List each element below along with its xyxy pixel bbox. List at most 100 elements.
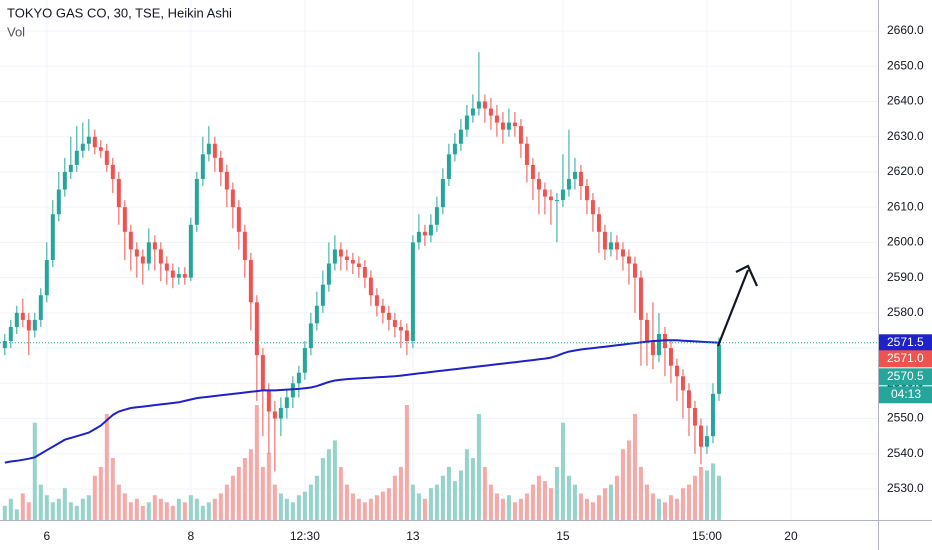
candle-body	[398, 326, 403, 331]
candle-body	[182, 274, 187, 278]
x-tick-label: 20	[784, 529, 798, 543]
candle-body	[602, 231, 607, 250]
volume-bar	[224, 484, 229, 520]
volume-bar	[380, 491, 385, 520]
candle-body	[8, 326, 13, 342]
volume-bar	[50, 502, 55, 520]
y-tick-label: 2580.0	[887, 305, 924, 319]
volume-bar	[572, 484, 577, 520]
candle-body	[476, 101, 481, 109]
volume-bar	[278, 493, 283, 520]
price-tag-label: 2571.5	[887, 335, 924, 349]
volume-bar	[68, 502, 73, 520]
candle-body	[392, 319, 397, 327]
volume-bar	[266, 452, 271, 520]
volume-bar	[194, 498, 199, 520]
candle-body	[422, 231, 427, 236]
candle-body	[44, 260, 49, 296]
candle-body	[248, 260, 253, 303]
candle-body	[560, 189, 565, 201]
candle-body	[338, 249, 343, 257]
candle-body	[110, 164, 115, 179]
volume-bar	[440, 475, 445, 520]
volume-bar	[398, 466, 403, 520]
volume-bar	[698, 466, 703, 520]
candle-body	[512, 122, 517, 127]
x-tick-label: 13	[406, 529, 420, 543]
volume-bar	[500, 498, 505, 520]
volume-bar	[218, 493, 223, 520]
volume-bar	[434, 484, 439, 520]
candle-body	[98, 147, 103, 151]
volume-bar	[170, 505, 175, 520]
candle-body	[38, 295, 43, 320]
y-tick-label: 2660.0	[887, 23, 924, 37]
volume-bar	[668, 495, 673, 520]
candle-body	[92, 136, 97, 148]
candle-body	[242, 231, 247, 260]
candle-body	[140, 256, 145, 264]
candle-body	[674, 365, 679, 377]
candle-body	[374, 295, 379, 306]
y-tick-label: 2640.0	[887, 94, 924, 108]
candle-body	[146, 242, 151, 264]
volume-bar	[356, 498, 361, 520]
volume-bar	[92, 475, 97, 520]
volume-bar	[548, 488, 553, 520]
volume-bar	[404, 405, 409, 520]
y-tick-label: 2550.0	[887, 411, 924, 425]
candle-body	[710, 393, 715, 437]
candle-body	[644, 319, 649, 342]
candle-body	[164, 263, 169, 271]
volume-bar	[386, 488, 391, 520]
price-tag	[879, 334, 932, 352]
candle-body	[704, 436, 709, 447]
price-tag-label: 2570.5	[887, 369, 924, 383]
volume-bar	[410, 484, 415, 520]
price-tag	[879, 350, 932, 368]
volume-bar	[80, 498, 85, 520]
volume-bar	[26, 502, 31, 520]
volume-bar	[590, 502, 595, 520]
candle-body	[308, 323, 313, 349]
volume-bar	[362, 502, 367, 520]
candle-body	[62, 171, 67, 190]
volume-bar	[140, 505, 145, 520]
candle-body	[500, 122, 505, 130]
countdown-label: 04:13	[891, 387, 921, 401]
candle-body	[350, 260, 355, 264]
volume-bar	[494, 493, 499, 520]
volume-bar	[32, 422, 37, 520]
candle-body	[716, 344, 721, 394]
volume-bar	[308, 484, 313, 520]
volume-bar	[344, 484, 349, 520]
volume-bar	[644, 484, 649, 520]
volume-bar	[704, 470, 709, 520]
volume-bar	[314, 475, 319, 520]
candle-body	[20, 312, 25, 320]
candle-body	[590, 200, 595, 215]
candle-body	[362, 267, 367, 278]
candle-body	[638, 277, 643, 320]
volume-bar	[338, 466, 343, 520]
volume-bar	[272, 484, 277, 520]
volume-bar	[566, 475, 571, 520]
volume-bar	[614, 475, 619, 520]
candle-body	[614, 242, 619, 250]
candle-body	[530, 164, 535, 179]
candle-body	[428, 224, 433, 236]
volume-bar	[602, 488, 607, 520]
average-line	[4, 339, 720, 464]
candle-body	[368, 277, 373, 296]
candle-body	[128, 231, 133, 250]
x-tick-label: 15	[556, 529, 570, 543]
candle-body	[518, 126, 523, 144]
volume-bar	[86, 495, 91, 520]
candle-body	[2, 341, 7, 349]
x-tick-label: 12:30	[290, 529, 320, 543]
candle-body	[14, 312, 19, 327]
candle-body	[434, 207, 439, 225]
volume-bar	[656, 498, 661, 520]
candle-body	[494, 115, 499, 123]
